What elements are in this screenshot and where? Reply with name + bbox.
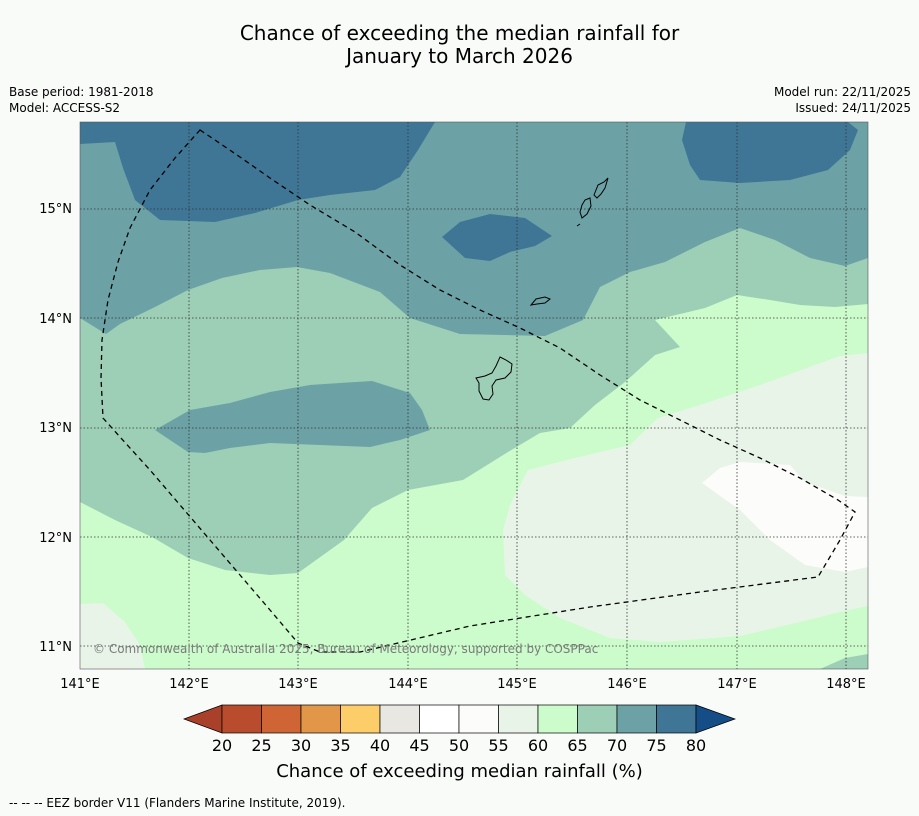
colorbar-bin-55-60: [498, 704, 539, 734]
colorbar-bin-35-40: [340, 704, 381, 734]
colorbar-label: Chance of exceeding median rainfall (%): [276, 761, 643, 782]
saipan-island: [593, 177, 609, 199]
guam-island: [475, 356, 513, 401]
lon-label-145: 145°E: [497, 677, 537, 692]
lat-label-12: 12°N: [39, 531, 72, 546]
model-name: Model: ACCESS-S2: [9, 101, 121, 115]
cb-tick-70: 70: [607, 736, 627, 755]
eez-source-note: -- -- -- EEZ border V11 (Flanders Marine…: [9, 796, 346, 810]
graticule: [80, 122, 868, 669]
lon-label-147: 147°E: [717, 677, 757, 692]
colorbar-bin-25-30: [261, 704, 302, 734]
tinian-island: [579, 197, 592, 219]
colorbar-bin-over: [695, 704, 737, 734]
lat-label-13: 13°N: [39, 421, 72, 436]
map-frame: [79, 121, 869, 670]
colorbar: [182, 704, 737, 734]
lat-label-11: 11°N: [39, 640, 72, 655]
cb-tick-75: 75: [646, 736, 666, 755]
aguijan-island: [576, 223, 581, 227]
title-line-1: Chance of exceeding the median rainfall …: [239, 21, 680, 45]
lat-label-14: 14°N: [39, 312, 72, 327]
coastlines: [475, 177, 609, 401]
colorbar-bin-75-80: [656, 704, 697, 734]
contour-55-60-corner: [80, 603, 145, 669]
colorbar-bin-20-25: [221, 704, 262, 734]
cb-tick-35: 35: [330, 736, 350, 755]
contour-50-55: [702, 462, 868, 572]
copyright-text: © Commonwealth of Australia 2025, Bureau…: [93, 642, 598, 656]
contour-65-70-corner: [820, 654, 868, 669]
lon-label-143: 143°E: [278, 677, 318, 692]
cb-tick-65: 65: [567, 736, 587, 755]
contour-70-75-band: [155, 381, 430, 453]
map-title: Chance of exceeding the median rainfall …: [0, 22, 919, 68]
colorbar-bin-under: [182, 704, 223, 734]
lon-label-141: 141°E: [60, 677, 100, 692]
cb-tick-55: 55: [488, 736, 508, 755]
lon-label-146: 146°E: [607, 677, 647, 692]
cb-tick-25: 25: [251, 736, 271, 755]
cb-tick-30: 30: [291, 736, 311, 755]
contour-field: [80, 122, 868, 669]
colorbar-bin-60-65: [537, 704, 578, 734]
colorbar-bin-45-50: [419, 704, 460, 734]
cb-tick-60: 60: [528, 736, 548, 755]
lon-label-148: 148°E: [826, 677, 866, 692]
contour-75-80-north: [80, 122, 435, 222]
cb-tick-20: 20: [212, 736, 232, 755]
meta-left: Base period: 1981-2018 Model: ACCESS-S2: [9, 84, 154, 116]
eez-border: [100, 129, 856, 653]
lon-label-144: 144°E: [388, 677, 428, 692]
cb-tick-50: 50: [449, 736, 469, 755]
colorbar-bin-30-35: [300, 704, 341, 734]
lon-label-142: 142°E: [169, 677, 209, 692]
base-period: Base period: 1981-2018: [9, 85, 154, 99]
issued-date: Issued: 24/11/2025: [795, 101, 911, 115]
model-run: Model run: 22/11/2025: [773, 85, 911, 99]
lat-label-15: 15°N: [39, 202, 72, 217]
colorbar-bin-65-70: [577, 704, 618, 734]
meta-right: Model run: 22/11/2025 Issued: 24/11/2025: [774, 84, 911, 116]
colorbar-bin-50-55: [458, 704, 499, 734]
cb-tick-45: 45: [409, 736, 429, 755]
colorbar-bin-70-75: [616, 704, 657, 734]
latitude-labels: 15°N 14°N 13°N 12°N 11°N: [39, 202, 72, 655]
cb-tick-80: 80: [686, 736, 706, 755]
colorbar-ticks: 20 25 30 35 40 45 50 55 60 65 70 75 80: [212, 736, 706, 755]
contour-75-80-center: [442, 214, 552, 261]
cb-tick-40: 40: [370, 736, 390, 755]
contour-75-80-northeast: [682, 122, 858, 183]
rota-island: [529, 296, 551, 306]
longitude-labels: 141°E 142°E 143°E 144°E 145°E 146°E 147°…: [60, 677, 866, 692]
colorbar-bin-40-45: [379, 704, 420, 734]
title-line-2: January to March 2026: [346, 44, 573, 68]
